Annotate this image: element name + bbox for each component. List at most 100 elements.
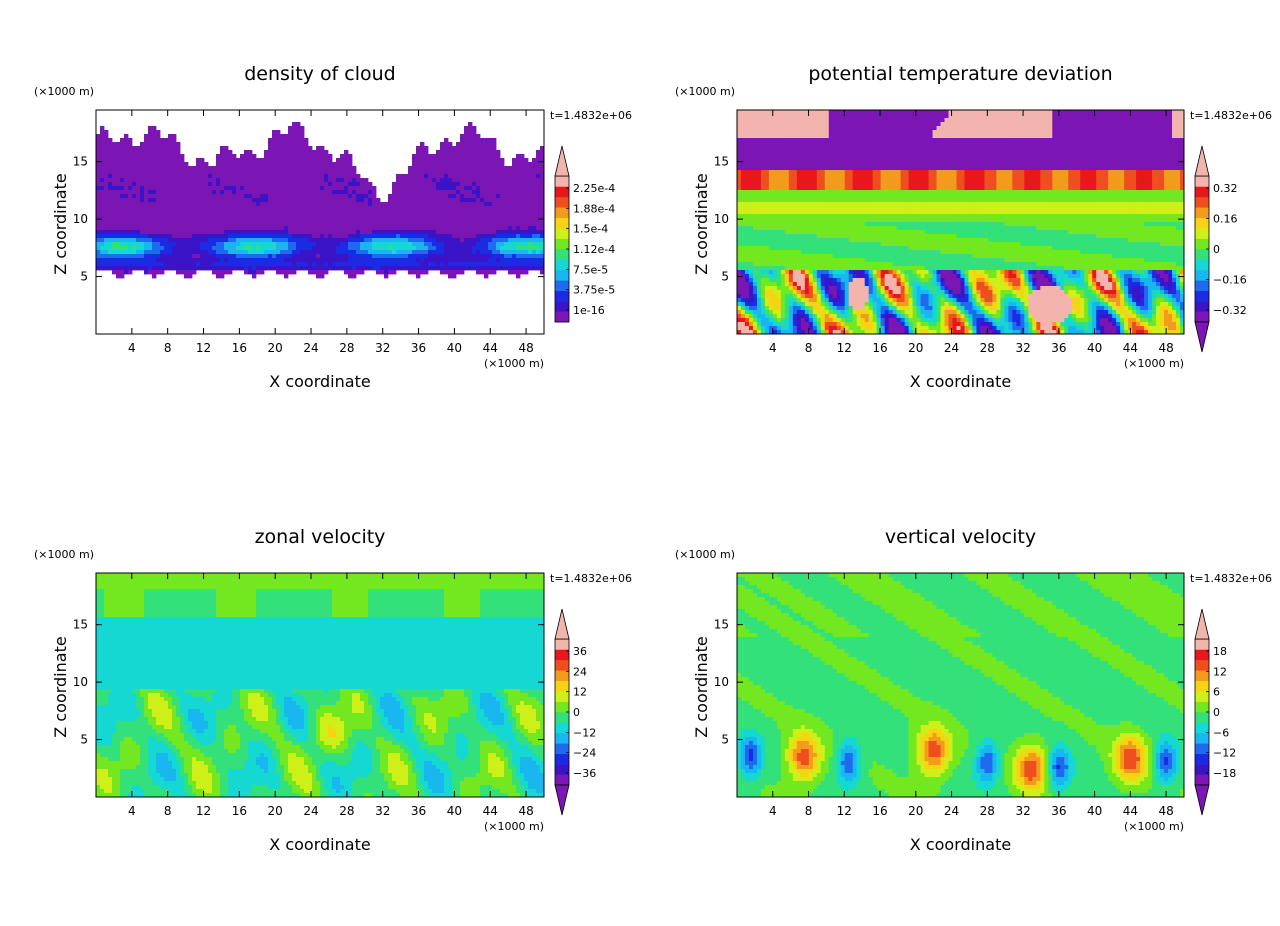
contour-cell [780, 330, 786, 335]
contour-cell [392, 238, 397, 243]
contour-cell [428, 266, 433, 271]
contour-cell [364, 206, 369, 211]
contour-cell [460, 234, 465, 239]
contour-cell [288, 258, 293, 263]
contour-cell [352, 222, 357, 227]
contour-cell [756, 194, 762, 199]
contour-cell [344, 174, 349, 179]
contour-cell [216, 210, 221, 215]
contour-cell [800, 302, 806, 307]
contour-cell [804, 170, 810, 175]
contour-cell [368, 198, 373, 203]
contour-cell [144, 142, 149, 147]
contour-cell [488, 150, 493, 155]
contour-cell [228, 242, 233, 247]
contour-cell [124, 190, 129, 195]
contour-cell [412, 170, 417, 175]
contour-cell [156, 146, 161, 151]
contour-cell [428, 230, 433, 235]
contour-cell [100, 266, 105, 271]
contour-cell [737, 178, 742, 183]
contour-cell [460, 190, 465, 195]
contour-cell [436, 166, 441, 171]
contour-cell [192, 206, 197, 211]
contour-cell [824, 282, 830, 287]
contour-cell [420, 258, 425, 263]
contour-cell [768, 170, 774, 175]
contour-cell [820, 270, 826, 275]
contour-cell [308, 178, 313, 183]
contour-cell [764, 246, 770, 251]
contour-cell [368, 218, 373, 223]
contour-cell [292, 166, 297, 171]
contour-cell [400, 202, 405, 207]
contour-cell [528, 226, 533, 231]
contour-cell [776, 246, 782, 251]
contour-cell [96, 174, 101, 179]
contour-cell [824, 266, 830, 271]
contour-cell [784, 286, 790, 291]
contour-cell [268, 218, 273, 223]
contour-cell [768, 234, 774, 239]
contour-cell [812, 274, 818, 279]
contour-cell [160, 202, 165, 207]
contour-cell [448, 246, 453, 251]
contour-cell [832, 258, 838, 263]
contour-cell [780, 202, 786, 207]
contour-cell [400, 174, 405, 179]
contour-cell [520, 254, 525, 259]
contour-cell [816, 318, 822, 323]
contour-cell [468, 234, 473, 239]
contour-cell [784, 190, 790, 195]
contour-cell [737, 250, 742, 255]
contour-cell [500, 254, 505, 259]
contour-cell [752, 274, 758, 279]
contour-cell [376, 206, 381, 211]
contour-cell [304, 202, 309, 207]
contour-cell [468, 130, 473, 135]
contour-cell [528, 198, 533, 203]
contour-cell [276, 202, 281, 207]
contour-cell [360, 254, 365, 259]
contour-cell [96, 258, 101, 263]
contour-cell [788, 114, 794, 119]
contour-cell [448, 178, 453, 183]
contour-cell [816, 142, 822, 147]
contour-cell [176, 270, 181, 275]
contour-cell [352, 166, 357, 171]
contour-cell [520, 230, 525, 235]
contour-cell [788, 290, 794, 295]
contour-cell [824, 310, 830, 315]
contour-cell [420, 142, 425, 147]
contour-cell [824, 110, 830, 115]
contour-cell [512, 250, 517, 255]
contour-cell [772, 318, 778, 323]
contour-cell [260, 262, 265, 267]
contour-cell [800, 326, 806, 331]
contour-cell [272, 170, 277, 175]
contour-cell [796, 246, 802, 251]
contour-cell [752, 210, 758, 215]
contour-cell [816, 174, 822, 179]
contour-cell [800, 198, 806, 203]
x-tick-label: 28 [339, 341, 354, 355]
contour-cell [300, 230, 305, 235]
contour-cell [492, 254, 497, 259]
contour-cell [120, 238, 125, 243]
contour-cell [368, 186, 373, 191]
contour-cell [796, 270, 802, 275]
contour-cell [200, 182, 205, 187]
contour-cell [760, 126, 766, 131]
contour-cell [408, 186, 413, 191]
contour-cell [388, 206, 393, 211]
contour-cell [184, 170, 189, 175]
contour-cell [540, 250, 545, 255]
contour-cell [304, 182, 309, 187]
contour-cell [376, 242, 381, 247]
contour-cell [832, 238, 838, 243]
contour-cell [412, 234, 417, 239]
contour-cell [284, 218, 289, 223]
contour-cell [748, 138, 754, 143]
contour-cell [340, 206, 345, 211]
contour-cell [484, 250, 489, 255]
